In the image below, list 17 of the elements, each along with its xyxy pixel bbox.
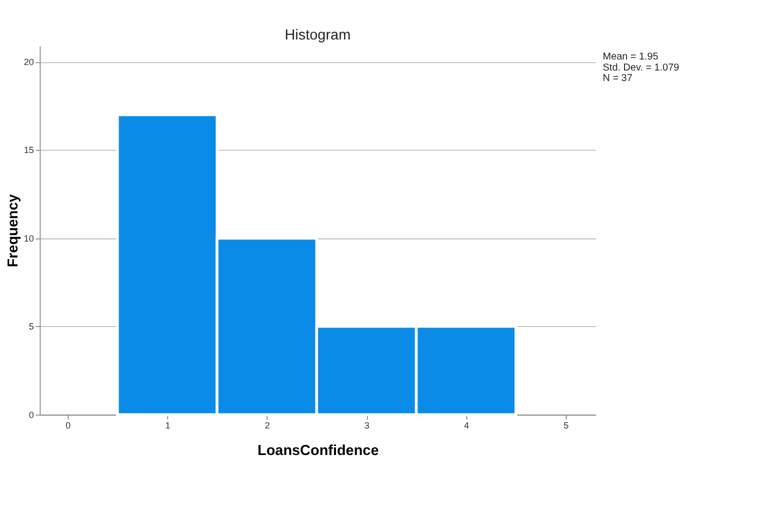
y-axis-title: Frequency bbox=[6, 194, 22, 268]
y-tick-label: 10 bbox=[24, 233, 34, 244]
x-tick-label: 1 bbox=[165, 420, 170, 431]
chart-title: Histogram bbox=[284, 28, 351, 44]
x-tick-label: 2 bbox=[264, 420, 270, 431]
y-tick-label: 0 bbox=[28, 410, 34, 420]
y-tick-label: 20 bbox=[24, 56, 34, 67]
text: Std. Dev. = 1.079 bbox=[602, 62, 680, 74]
x-axis-title: LoansConfidence bbox=[257, 442, 379, 459]
y-tick-label: 15 bbox=[24, 145, 34, 156]
text: Mean = 1.95 bbox=[602, 51, 659, 62]
y-tick-label: 5 bbox=[28, 322, 34, 332]
text: N = 37 bbox=[602, 73, 633, 84]
x-tick-label: 5 bbox=[564, 420, 569, 431]
x-tick-label: 0 bbox=[66, 420, 71, 431]
x-tick-label: 3 bbox=[364, 420, 370, 431]
x-tick-label: 4 bbox=[464, 420, 470, 431]
